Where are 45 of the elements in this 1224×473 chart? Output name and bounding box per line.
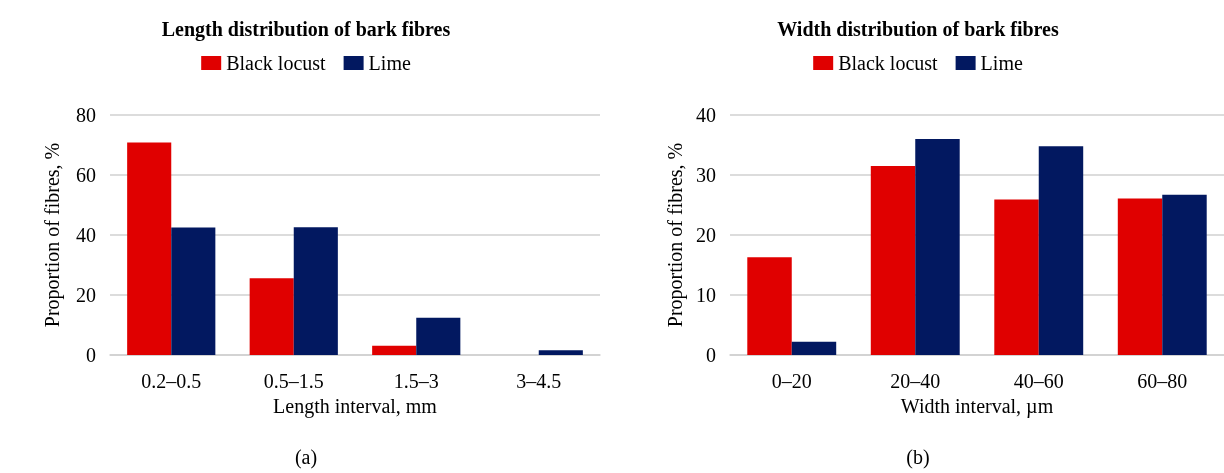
bar — [538, 350, 583, 355]
y-tick-label: 80 — [76, 104, 96, 126]
y-tick-label: 0 — [706, 344, 716, 366]
x-tick-label: 0.2–0.5 — [141, 370, 202, 392]
bar — [293, 227, 338, 355]
bar — [249, 278, 294, 355]
bar — [416, 317, 461, 355]
bar — [127, 142, 172, 355]
bar — [994, 199, 1039, 355]
y-tick-label: 0 — [86, 344, 96, 366]
x-axis-title: Length interval, mm — [273, 394, 438, 418]
legend-label: Black locust — [226, 52, 327, 74]
x-tick-label: 3–4.5 — [516, 370, 562, 392]
legend-label: Lime — [368, 52, 411, 74]
y-tick-label: 40 — [696, 104, 716, 126]
y-tick-label: 60 — [76, 164, 96, 186]
text: (b) — [906, 446, 930, 469]
bar — [915, 139, 960, 355]
chart-title: Width distribution of bark fibres — [777, 18, 1059, 40]
bar — [1038, 146, 1084, 355]
bar — [1117, 198, 1163, 355]
bar — [870, 166, 916, 355]
legend-label: Lime — [980, 52, 1023, 74]
y-axis-title: Proportion of fibres, % — [41, 142, 64, 328]
bar — [747, 257, 792, 355]
y-axis-title: Proportion of fibres, % — [664, 142, 688, 328]
x-tick-label: 40–60 — [1013, 370, 1064, 392]
x-axis-title: Width interval, µm — [900, 394, 1054, 418]
x-tick-label: 1.5–3 — [393, 370, 439, 392]
text: (a) — [294, 446, 318, 469]
x-tick-label: 0.5–1.5 — [263, 370, 324, 392]
chart-title: Length distribution of bark fibres — [161, 18, 451, 41]
x-tick-label: 0–20 — [771, 370, 812, 392]
y-tick-label: 20 — [696, 224, 716, 246]
bar — [372, 345, 417, 355]
y-tick-label: 20 — [76, 284, 96, 306]
legend-label: Black locust — [838, 52, 939, 74]
y-tick-label: 10 — [696, 284, 716, 306]
y-tick-label: 40 — [76, 224, 96, 246]
bar — [1162, 194, 1207, 355]
x-tick-label: 20–40 — [890, 370, 941, 392]
bar — [171, 227, 216, 355]
y-tick-label: 30 — [696, 164, 716, 186]
x-tick-label: 60–80 — [1137, 370, 1188, 392]
bar — [791, 341, 837, 355]
